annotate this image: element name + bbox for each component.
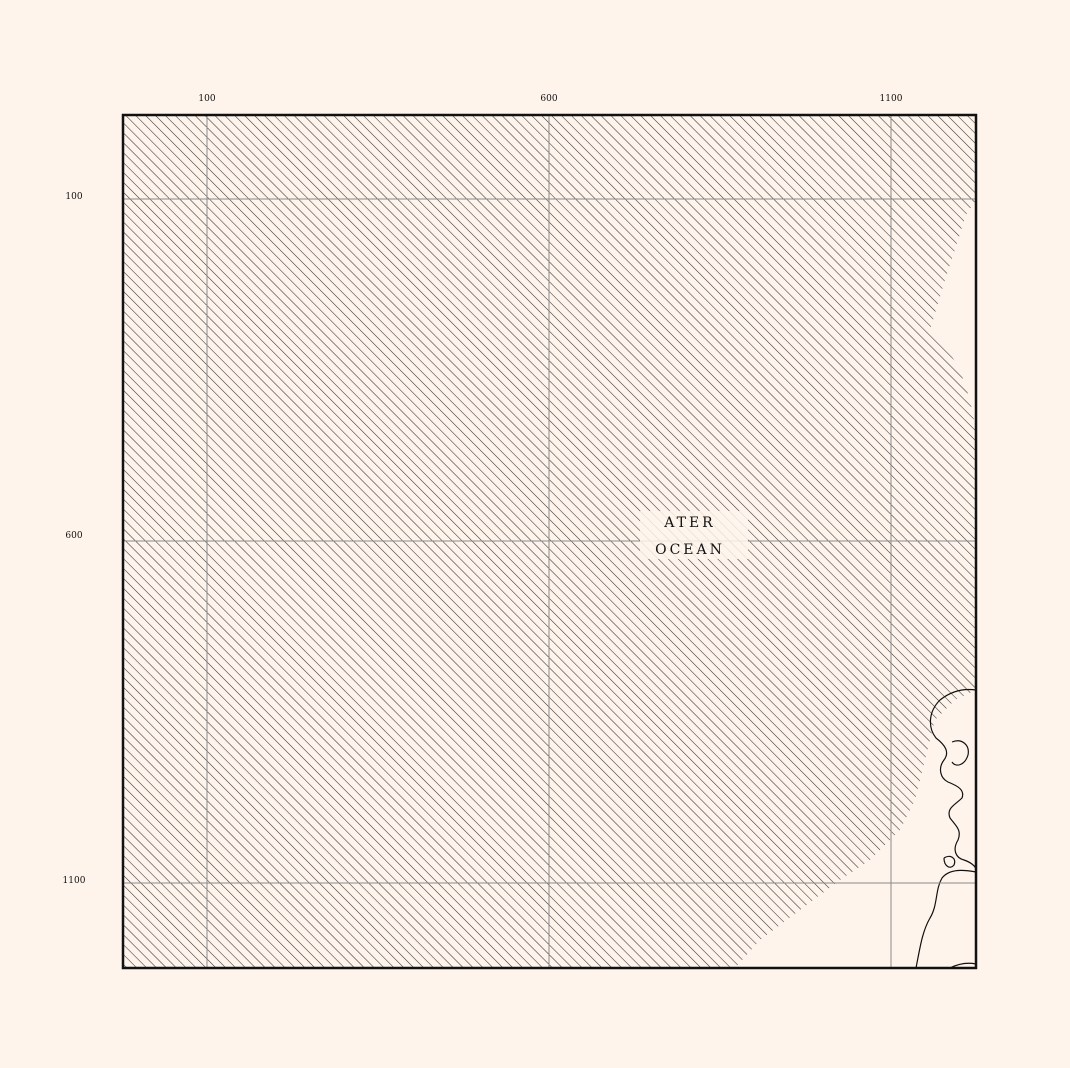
x-tick-label-100: 100 bbox=[198, 94, 215, 104]
ocean-name-label: ATER OCEAN bbox=[640, 511, 748, 559]
map-frame bbox=[121, 113, 978, 970]
coastline-lower bbox=[915, 869, 977, 969]
x-tick-label-1100: 1100 bbox=[880, 94, 903, 104]
coastline-bay bbox=[943, 855, 956, 868]
ocean-label-line2: OCEAN bbox=[655, 542, 725, 558]
ocean-label-line1: ATER bbox=[663, 515, 715, 531]
coastline bbox=[915, 688, 977, 969]
y-tick-label-1100: 1100 bbox=[63, 876, 86, 886]
y-tick-label-600: 600 bbox=[65, 531, 82, 541]
coastline-main bbox=[929, 688, 977, 871]
coastline-inlet bbox=[951, 740, 969, 766]
y-tick-label-100: 100 bbox=[65, 192, 82, 202]
x-tick-label-600: 600 bbox=[540, 94, 557, 104]
graticule bbox=[123, 115, 976, 968]
